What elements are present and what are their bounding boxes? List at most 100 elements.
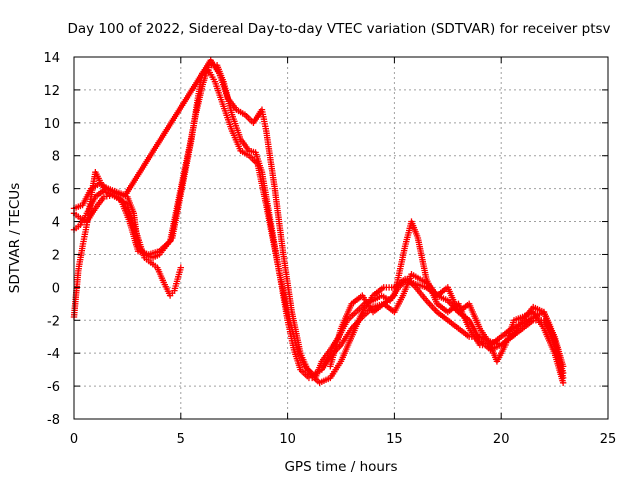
data-point-run: [169, 204, 182, 239]
data-point-run: [229, 113, 243, 141]
data-point-run: [193, 85, 205, 116]
x-tick-label: 15: [386, 432, 403, 447]
data-point-run: [238, 138, 251, 153]
data-point-run: [531, 310, 546, 330]
data-point-run: [489, 334, 503, 347]
data-point-run: [457, 302, 471, 314]
data-point-run: [72, 202, 84, 211]
y-tick-label: -4: [47, 347, 60, 362]
data-point-run: [125, 195, 137, 215]
data-point-run: [415, 237, 430, 281]
data-point-run: [435, 310, 450, 323]
x-tick-label: 25: [600, 432, 617, 447]
grid: [74, 57, 608, 419]
data-point-run: [235, 107, 246, 117]
y-tick-label: 10: [43, 117, 60, 132]
data-point-run: [410, 272, 422, 282]
data-point-run: [338, 335, 354, 363]
data-point-run: [276, 269, 291, 314]
data-point-run: [345, 310, 358, 322]
data-point-run: [392, 294, 406, 314]
data-point-run: [457, 326, 471, 339]
data-point-run: [521, 318, 535, 331]
data-point-run: [216, 72, 231, 100]
series-track-5: [327, 271, 567, 386]
data-point-run: [206, 69, 217, 83]
x-tick-label: 10: [279, 432, 296, 447]
data-point-run: [267, 220, 282, 272]
x-axis-label: GPS time / hours: [284, 459, 397, 475]
data-point-run: [186, 113, 199, 149]
x-tick-label: 20: [493, 432, 510, 447]
data-point-run: [552, 352, 566, 384]
data-point-run: [155, 266, 166, 284]
data-point-run: [280, 253, 295, 313]
data-point-run: [424, 299, 439, 314]
data-point-run: [107, 186, 118, 195]
data-point-run: [247, 154, 260, 166]
data-point-run: [349, 310, 365, 338]
data-point-run: [221, 105, 235, 132]
data-point-run: [229, 130, 243, 152]
data-point-run: [298, 368, 311, 380]
y-tick-label: 2: [52, 248, 60, 263]
data-point-run: [380, 293, 392, 303]
data-point-run: [84, 207, 98, 223]
data-point-run: [494, 343, 508, 363]
data-point-run: [298, 352, 312, 374]
data-point-run: [259, 171, 274, 223]
y-tick-label: 4: [52, 216, 60, 231]
data-point-run: [338, 302, 354, 330]
data-point-run: [393, 277, 407, 290]
data-point-run: [79, 216, 88, 224]
data-point-run: [521, 315, 535, 326]
data-point-run: [72, 223, 82, 232]
data-point-run: [130, 212, 141, 248]
data-point-run: [115, 189, 127, 198]
data-point-run: [93, 186, 108, 199]
series-track-4: [70, 57, 567, 386]
data-point-run: [478, 327, 493, 347]
y-tick-label: 6: [52, 183, 60, 198]
data-point-run: [98, 181, 110, 191]
data-series: [70, 57, 567, 386]
data-point-run: [446, 299, 461, 314]
data-point-run: [467, 319, 482, 342]
data-point-run: [466, 302, 483, 330]
data-point-run: [307, 371, 322, 385]
data-point-run: [123, 59, 213, 197]
data-point-run: [435, 302, 450, 314]
data-point-run: [541, 310, 557, 338]
data-point-run: [383, 284, 395, 291]
y-tick-label: -6: [47, 380, 60, 395]
data-point-run: [426, 282, 439, 297]
data-point-run: [178, 146, 193, 190]
data-point-run: [93, 195, 106, 210]
data-point-run: [436, 293, 449, 303]
data-point-run: [212, 80, 226, 108]
data-point-run: [167, 187, 184, 243]
data-point-run: [318, 375, 332, 385]
data-point: [559, 379, 567, 386]
data-point-run: [289, 311, 304, 355]
data-point-run: [143, 256, 152, 265]
data-point-run: [263, 130, 278, 190]
data-point-run: [158, 239, 172, 253]
data-point-run: [510, 319, 525, 338]
data-point-run: [552, 335, 566, 368]
data-point-run: [312, 367, 323, 377]
data-point-run: [339, 327, 354, 347]
data-point-run: [226, 96, 239, 111]
data-point-run: [521, 309, 535, 320]
data-point-run: [248, 148, 257, 156]
data-point-run: [137, 248, 150, 257]
data-point-run: [400, 273, 414, 297]
data-point-run: [126, 220, 141, 253]
data-point-run: [118, 199, 132, 223]
data-point-run: [371, 302, 386, 314]
data-point-run: [532, 304, 545, 315]
data-point-run: [327, 327, 344, 368]
